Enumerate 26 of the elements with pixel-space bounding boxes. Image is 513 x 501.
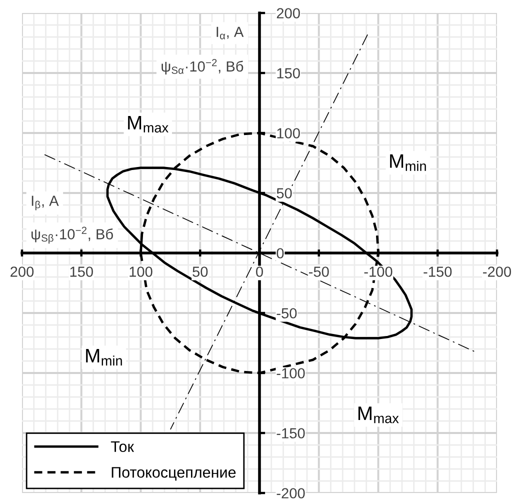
text: I$_{α}$, А ψ$_{Sα}$·10$^{−2}$, Вб [162,26,244,75]
x-tick-label: -50 [308,266,329,277]
y-tick-label: -50 [276,308,297,318]
y-tick-label: 100 [277,128,300,138]
y-tick-label: 150 [277,68,300,78]
x-tick-label: 0 [256,266,263,277]
x-tick-label: 200 [10,266,34,277]
y-tick-label: -150 [276,428,305,438]
y-tick-label: -100 [276,368,305,378]
annotation: M$_{max}$ [358,406,399,424]
x-tick-label: 150 [70,266,93,277]
y-tick-label: 50 [276,188,292,198]
text: I$_{β}$, А ψ$_{Sβ}$·10$^{−2}$, Вб [32,196,113,244]
annotation: M$_{min}$ [86,349,122,366]
y-tick-label: 0 [276,248,284,258]
x-tick-label: -100 [364,266,392,277]
y-tick-label: 200 [276,8,300,18]
x-tick-label: 100 [130,266,152,277]
annotation: M$_{max}$ [128,116,168,133]
legend-label: Потокосцепление [112,467,236,481]
y-tick-label: -200 [276,488,305,498]
annotation: M$_{min}$ [390,154,426,171]
legend-label: Ток [110,441,134,452]
x-tick-label: 50 [192,266,208,277]
x-tick-label: -200 [483,266,512,277]
x-tick-label: -150 [424,266,452,277]
